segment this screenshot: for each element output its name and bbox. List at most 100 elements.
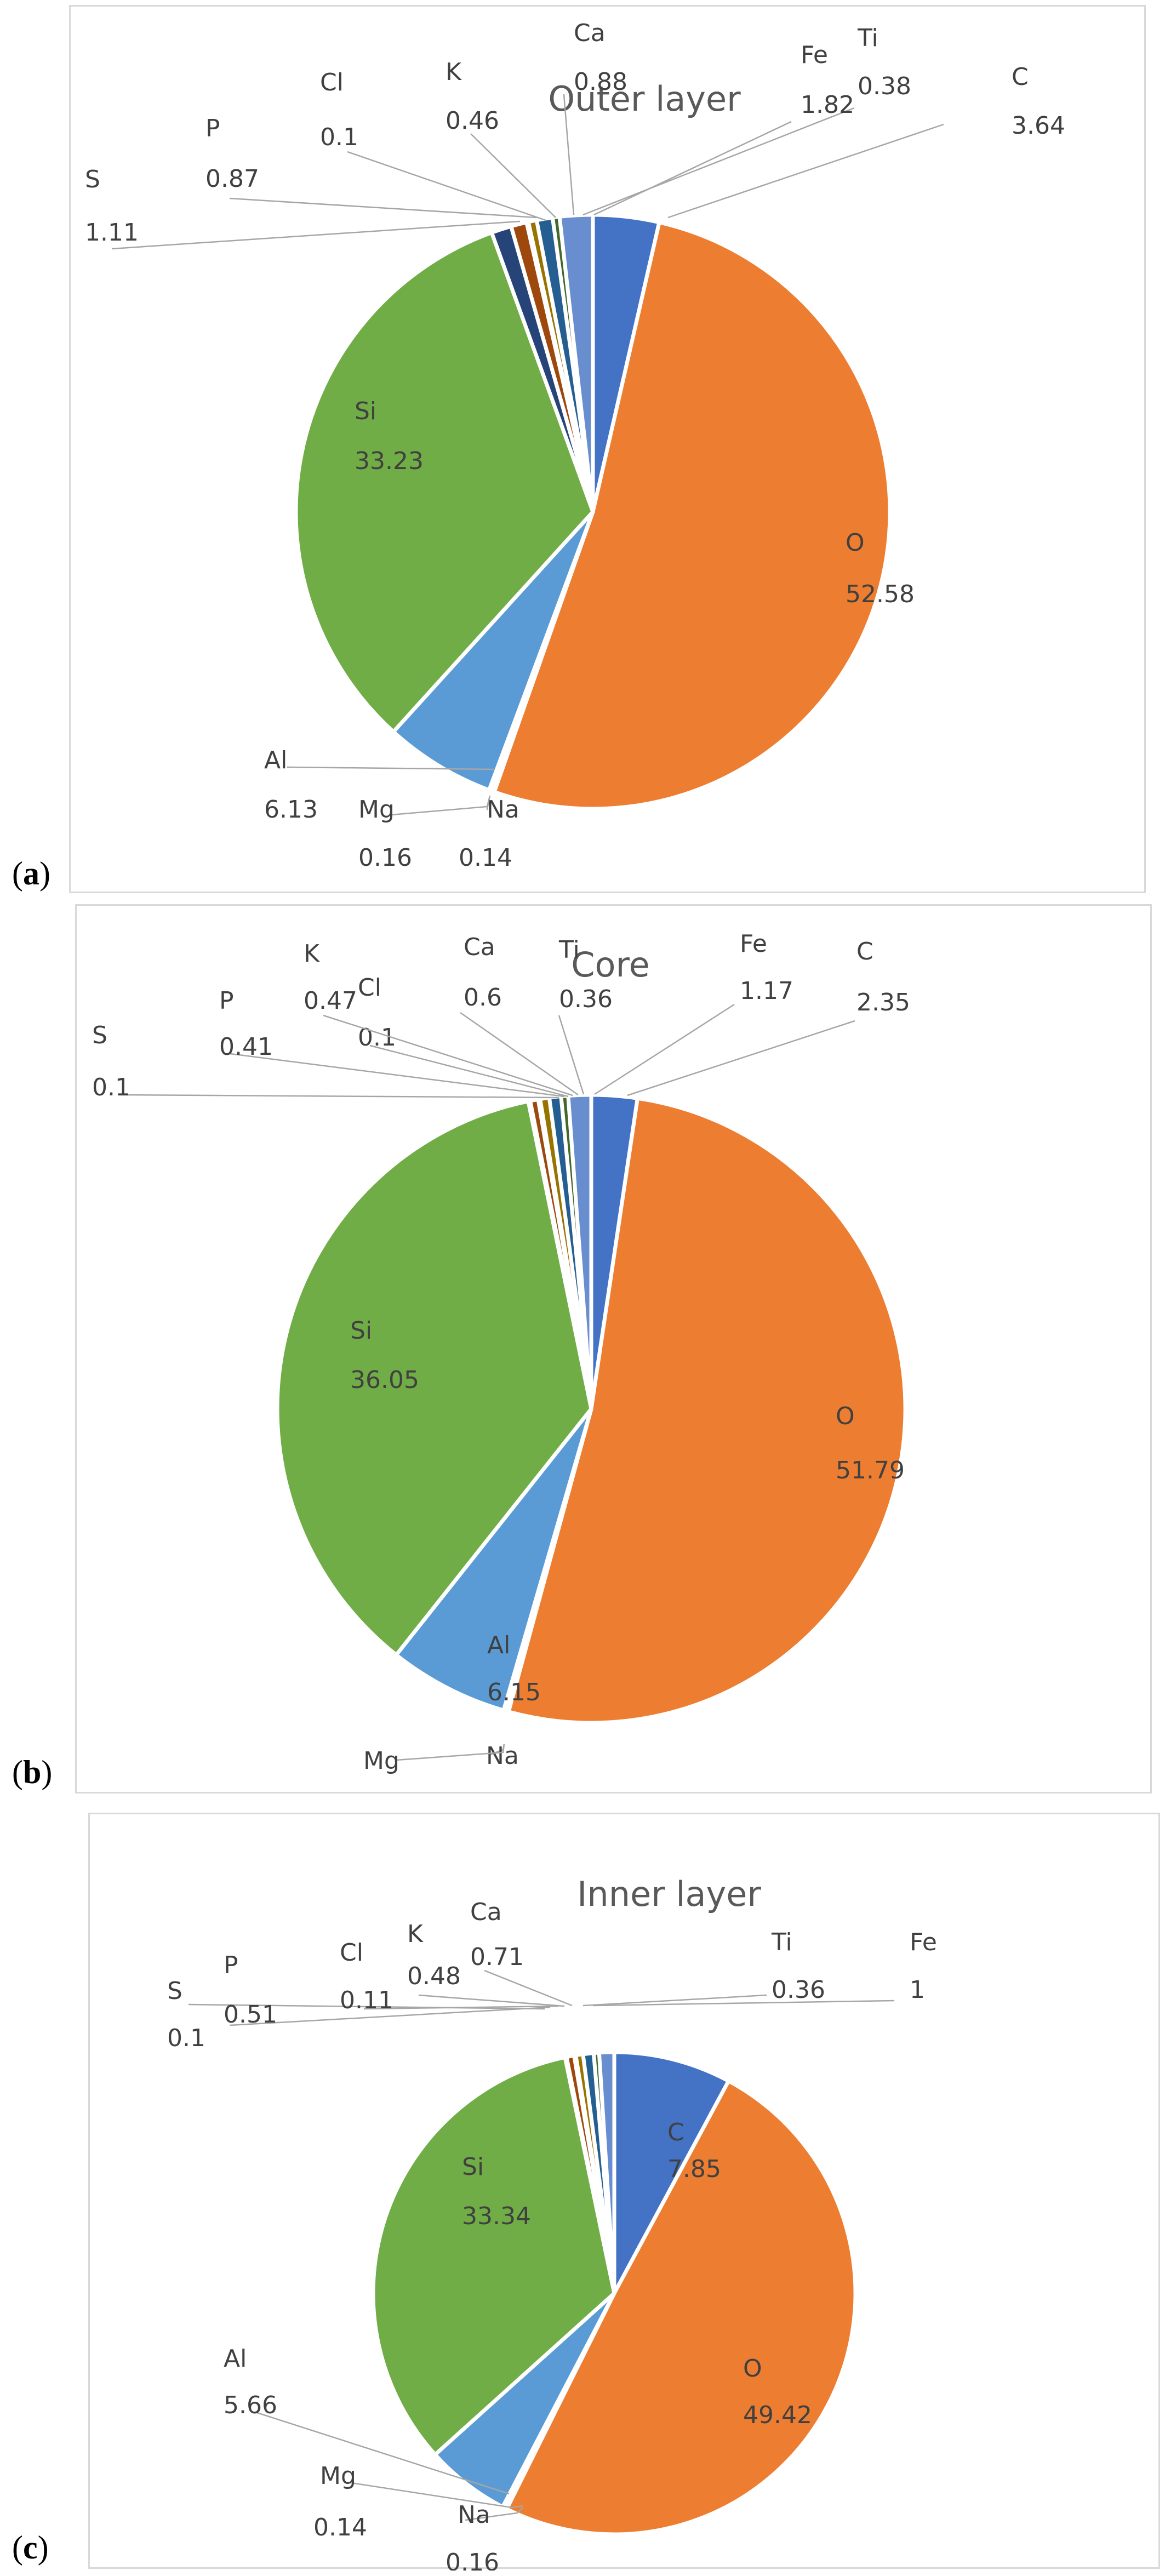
leader-line-mg [391,795,491,816]
chart-panel-c: Inner layer C 7.85 O 49.42 Na 0.16 Mg 0.14 Al 5.66… [88,1813,1160,2571]
slice-name-o: O [846,529,865,557]
slice-name-p: P [219,987,234,1015]
leader-line-ti [558,1015,585,1095]
slice-value-k: 0.47 [304,987,357,1015]
leader-line-p [230,1053,565,1098]
slice-value-o: 49.42 [743,2401,812,2429]
leader-line-fe [594,1003,735,1095]
leader-line-k [418,1994,565,2007]
leader-line-fe [593,121,792,216]
pie-slice-si [294,230,596,735]
slice-value-ca: 0.88 [574,68,627,96]
slice-name-ca: Ca [470,1898,502,1926]
leader-line-p [229,2006,551,2026]
slice-name-mg: Mg [358,796,395,824]
slice-name-al: Al [264,746,287,774]
slice-name-na: Na [487,796,519,824]
slice-value-s: 0.1 [92,1073,130,1101]
pie-slice-si [371,2055,616,2458]
slice-value-ti: 0.38 [858,72,911,100]
slice-name-ti: Ti [558,936,580,964]
leader-line-ti [582,107,855,216]
leader-line-c [627,1020,855,1096]
slice-value-si: 36.05 [350,1366,419,1394]
panel-label-b: (b) [12,1754,53,1790]
leader-line-al [287,766,494,770]
slice-value-s: 1.11 [85,219,139,247]
pie-slice-fe [566,1093,593,1409]
slice-value-cl: 0.1 [320,123,358,151]
slice-value-na: 0.14 [459,844,512,872]
leader-line-k [323,1014,573,1096]
slice-name-na: Na [486,1742,519,1770]
slice-name-al: Al [224,2345,247,2373]
slice-name-ca: Ca [574,19,606,47]
panel-label-a: (a) [12,855,50,892]
leader-line-mg [396,1744,505,1761]
chart-title: Inner layer [577,1874,761,1914]
pie-slice-al [393,1407,593,1713]
pie-slice-fe [597,2050,616,2294]
slice-name-o: O [743,2355,762,2383]
slice-value-si: 33.34 [462,2202,531,2230]
slice-value-c: 3.64 [1012,112,1065,140]
leader-line-s [188,2003,545,2010]
slice-name-cl: Cl [340,1939,363,1967]
leader-line-s [117,1094,559,1099]
slice-value-na: 0.14 [485,1792,539,1795]
pie-slice-o [504,2078,858,2537]
chart-title: Core [571,945,650,985]
slice-name-c: C [856,938,873,966]
slice-name-s: S [85,165,100,193]
slice-name-si: Si [350,1317,372,1345]
slice-name-na: Na [458,2501,490,2529]
slice-value-na: 0.16 [446,2549,499,2571]
leader-line-cl [347,151,546,221]
pie-chart-inner-layer: Inner layer C 7.85 O 49.42 Na 0.16 Mg 0.14 Al 5.66… [167,1874,937,2571]
slice-value-ti: 0.36 [772,1976,825,2004]
pie-slice-c [612,2050,732,2294]
leader-line-ca [484,1969,573,2007]
slice-value-fe: 1 [910,1976,925,2004]
slice-value-p: 0.51 [224,2001,277,2029]
slice-name-si: Si [355,397,376,425]
slice-name-o: O [836,1402,855,1430]
slice-value-p: 0.41 [219,1033,273,1061]
pie-slice-o [506,1096,907,1725]
slice-value-k: 0.48 [407,1962,461,1990]
slice-value-o: 52.58 [846,580,915,608]
slice-value-c: 7.85 [667,2155,721,2183]
leader-line-cl [363,2005,559,2010]
leader-line-al [256,2412,510,2495]
slice-value-ca: 0.71 [470,1943,524,1971]
slice-name-k: K [304,940,320,968]
slice-value-fe: 1.17 [740,977,793,1005]
slice-value-al: 6.13 [264,796,318,824]
chart-title: Outer layer [548,79,741,119]
slice-name-cl: Cl [320,68,344,96]
slice-value-c: 2.35 [856,989,910,1016]
chart-panel-b: CoreC2.35O51.79Na0.14Mg0.12Al6.15Si36.05… [75,904,1152,1795]
leader-line-s [111,220,521,250]
slice-name-fe: Fe [740,930,767,958]
slice-name-s: S [92,1021,107,1049]
pie-slice-fe [557,213,595,512]
slice-name-s: S [167,1977,182,2005]
slice-name-ti: Ti [857,24,878,52]
slice-name-k: K [407,1920,424,1948]
slice-value-p: 0.87 [205,165,259,193]
slice-name-k: K [446,58,462,86]
slice-value-cl: 0.11 [340,1986,393,2014]
slice-value-si: 33.23 [355,447,424,475]
leader-line-ca [563,94,575,215]
slice-value-mg: 0.14 [313,2514,367,2541]
slice-name-mg: Mg [320,2462,356,2490]
slice-name-p: P [205,115,220,142]
slice-name-fe: Fe [801,41,828,69]
chart-panel-a: Outer layer C 3.64 O 52.58 Na 0.14 Mg 0.16 Al 6.13… [69,5,1146,893]
slice-name-al: Al [487,1631,510,1659]
slice-name-mg: Mg [363,1747,399,1775]
leader-line-ti [582,1994,767,2007]
pie-slice-si [275,1099,593,1658]
slice-value-al: 5.66 [224,2391,277,2419]
